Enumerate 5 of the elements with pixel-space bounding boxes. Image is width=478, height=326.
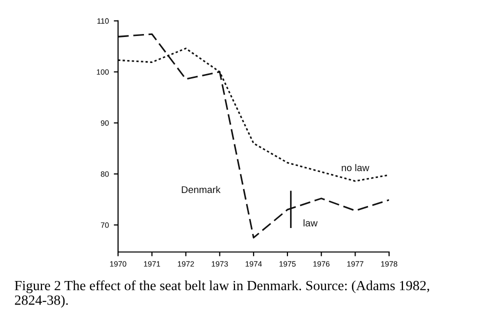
series-label: law <box>304 219 318 226</box>
series-label: no law <box>342 164 370 172</box>
line-series <box>118 33 390 238</box>
text: Denmark <box>182 186 221 194</box>
caption: Figure 2 The effect of the seat belt law in Denmark. Source: (Adams 1982, 2824-38). <box>14 280 430 308</box>
